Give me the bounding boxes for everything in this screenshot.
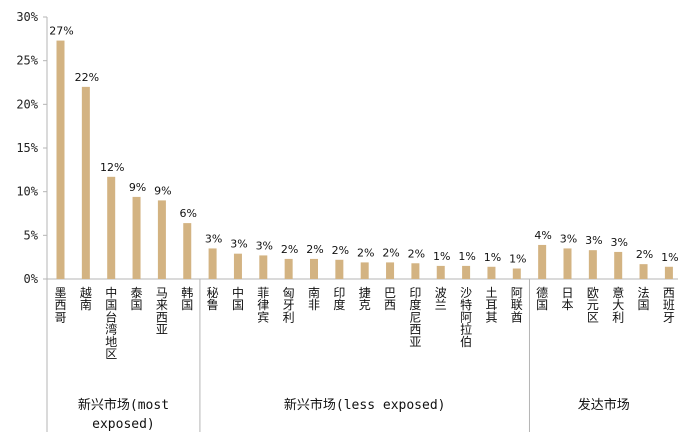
- category-label: 泰国: [131, 286, 143, 312]
- bar: [588, 250, 597, 279]
- bar: [614, 251, 623, 279]
- bar: [512, 268, 521, 279]
- bar: [462, 265, 471, 279]
- bar: [183, 223, 192, 279]
- y-tick-label: 25%: [16, 54, 38, 68]
- data-label: 3%: [560, 232, 577, 245]
- data-label: 27%: [49, 25, 73, 38]
- category-label: 印度尼西亚: [409, 286, 421, 349]
- data-label: 1%: [509, 253, 526, 266]
- bar: [284, 258, 293, 279]
- data-label: 2%: [332, 244, 349, 257]
- data-label: 2%: [408, 247, 425, 260]
- category-label: 欧元区: [587, 286, 599, 324]
- y-tick-label: 5%: [24, 228, 39, 242]
- bar: [487, 266, 496, 279]
- data-label: 9%: [129, 181, 146, 194]
- data-label: 2%: [382, 246, 399, 259]
- data-label: 1%: [433, 250, 450, 263]
- data-label: 3%: [205, 232, 222, 245]
- bar: [411, 263, 420, 279]
- bar: [563, 248, 572, 279]
- category-label: 巴西: [384, 286, 396, 312]
- category-label: 中国台湾地区: [105, 285, 117, 361]
- category-label: 墨西哥: [54, 286, 66, 324]
- data-label: 2%: [281, 243, 298, 256]
- bar: [386, 262, 395, 279]
- category-label: 法国: [638, 286, 650, 312]
- bar: [639, 264, 648, 279]
- category-label: 匈牙利: [283, 286, 295, 324]
- y-tick-label: 30%: [16, 10, 38, 24]
- bar: [107, 176, 116, 279]
- category-label: 阿联酋: [511, 286, 523, 324]
- category-label: 土耳其: [485, 286, 497, 324]
- bar: [436, 265, 445, 279]
- y-tick-label: 0%: [24, 272, 39, 286]
- data-label: 3%: [610, 236, 627, 249]
- data-label: 6%: [180, 207, 197, 220]
- category-label: 沙特阿拉伯: [460, 286, 472, 349]
- category-label: 秘鲁: [207, 286, 219, 312]
- data-label: 1%: [484, 251, 501, 264]
- category-label: 越南: [80, 286, 92, 312]
- bar: [664, 266, 673, 279]
- category-label: 印度: [333, 286, 345, 312]
- group-label: 发达市场: [578, 397, 630, 413]
- data-label: 2%: [357, 246, 374, 259]
- category-label: 意大利: [612, 285, 624, 324]
- y-tick-label: 20%: [16, 97, 38, 111]
- bar: [208, 248, 217, 279]
- bar: [233, 253, 242, 279]
- bar: [81, 86, 90, 279]
- y-tick-label: 15%: [16, 141, 38, 155]
- bar: [259, 255, 268, 279]
- data-label: 9%: [154, 184, 171, 197]
- category-label: 德国: [536, 285, 548, 312]
- bar: [56, 40, 65, 279]
- bar: [157, 200, 166, 279]
- category-label: 日本: [561, 286, 573, 312]
- bar: [335, 259, 344, 279]
- category-label: 马来西亚: [156, 286, 168, 337]
- group-label: 新兴市场(less exposed): [284, 397, 446, 413]
- data-label: 12%: [100, 161, 124, 174]
- data-label: 22%: [75, 71, 99, 84]
- y-tick-label: 10%: [16, 185, 38, 199]
- data-label: 2%: [306, 243, 323, 256]
- category-label: 南非: [308, 285, 320, 312]
- data-label: 2%: [636, 248, 653, 261]
- category-label: 菲律宾: [257, 286, 269, 324]
- category-label: 中国: [232, 285, 244, 312]
- data-label: 3%: [256, 239, 273, 252]
- category-label: 韩国: [181, 285, 193, 312]
- data-label: 4%: [534, 229, 551, 242]
- category-label: 波兰: [435, 286, 447, 312]
- data-label: 3%: [585, 234, 602, 247]
- category-label: 捷克: [359, 286, 371, 312]
- bar: [538, 244, 547, 279]
- data-label: 1%: [661, 251, 678, 264]
- group-label: 新兴市场(most exposed): [78, 397, 169, 432]
- bar: [132, 196, 141, 279]
- bar: [360, 262, 369, 279]
- data-label: 1%: [458, 250, 475, 263]
- data-label: 3%: [230, 238, 247, 251]
- category-label: 西班牙: [663, 286, 675, 324]
- bar: [310, 258, 318, 279]
